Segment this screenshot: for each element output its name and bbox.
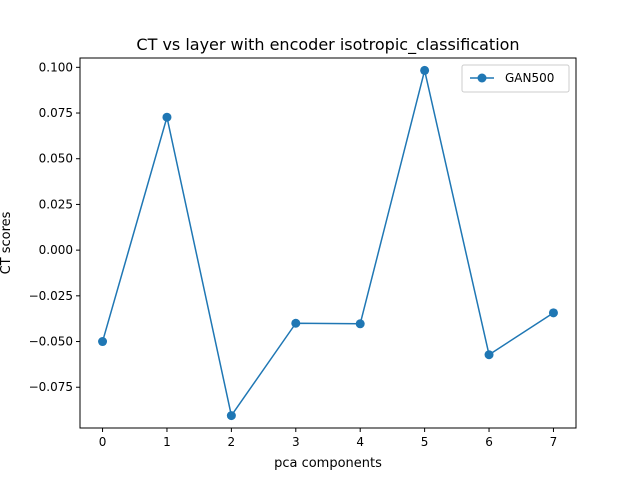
y-tick-label: 0.100: [39, 60, 73, 74]
legend-label: GAN500: [505, 71, 554, 85]
y-axis: −0.075 −0.050 −0.025 0.000 0.025 0.050 0.075 0.…: [29, 60, 80, 394]
series-line: [101, 69, 554, 417]
x-tick-label: 1: [163, 435, 171, 449]
data-point: [355, 319, 365, 329]
plot-frame: [79, 57, 577, 429]
data-point: [484, 350, 494, 360]
x-tick-label: 5: [421, 435, 429, 449]
x-tick-label: 4: [356, 435, 364, 449]
y-tick-label: −0.050: [29, 335, 73, 349]
legend-box: [461, 64, 570, 93]
legend: GAN500: [461, 64, 570, 93]
y-tick-label: 0.050: [39, 152, 73, 166]
data-point: [226, 411, 236, 421]
x-tick-label: 3: [292, 435, 300, 449]
x-axis: 0 1 2 3 4 5 6 7: [99, 428, 558, 449]
y-tick-label: 0.075: [39, 106, 73, 120]
legend-marker: [477, 73, 487, 83]
y-tick-label: 0.025: [39, 197, 73, 211]
data-point: [420, 65, 430, 75]
y-axis-label: CT scores: [0, 211, 14, 274]
x-tick-label: 6: [485, 435, 493, 449]
series-layer: [98, 65, 558, 421]
data-point: [291, 318, 301, 328]
plot-area: [79, 57, 577, 429]
data-point: [548, 308, 558, 318]
y-tick-label: 0.000: [39, 243, 73, 257]
x-axis-label: pca components: [274, 456, 382, 471]
y-tick-label: −0.025: [29, 289, 73, 303]
y-tick-label: −0.075: [29, 380, 73, 394]
data-point: [162, 112, 172, 122]
chart-title: CT vs layer with encoder isotropic_class…: [136, 35, 519, 55]
data-point: [98, 337, 108, 347]
x-tick-label: 2: [228, 435, 236, 449]
x-tick-label: 7: [550, 435, 558, 449]
x-tick-label: 0: [99, 435, 107, 449]
